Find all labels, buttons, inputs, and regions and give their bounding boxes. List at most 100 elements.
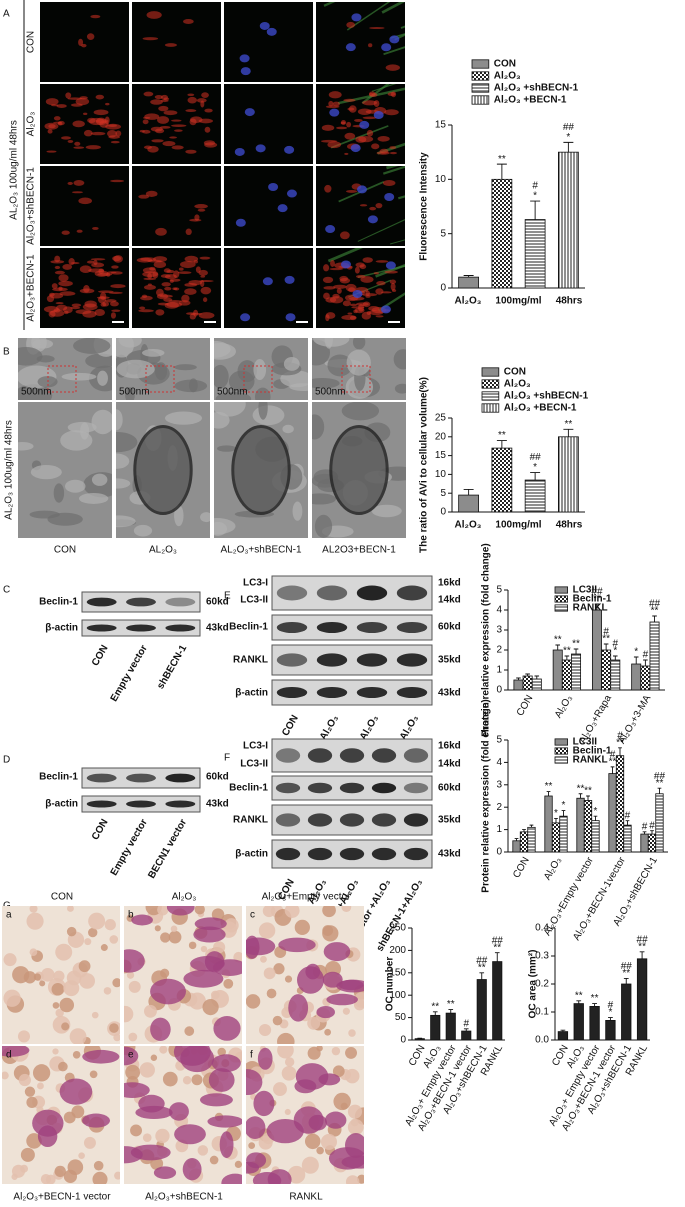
cell <box>348 1029 356 1037</box>
red-dot <box>162 140 176 147</box>
error-bar <box>652 615 657 622</box>
error-bar <box>563 141 574 153</box>
osteoclast <box>208 1068 235 1092</box>
cell <box>142 1133 152 1143</box>
kd-label: 35kd <box>438 815 461 826</box>
band <box>86 800 117 808</box>
red-dot <box>177 271 192 275</box>
y-axis-title: OC number <box>385 957 396 1012</box>
red-dot <box>200 286 212 295</box>
bar <box>445 1012 456 1041</box>
y-tick-label: 1 <box>496 665 502 676</box>
red-dot <box>143 145 153 150</box>
cell <box>342 1007 350 1015</box>
organelle <box>18 346 43 366</box>
significance: ** <box>447 999 455 1010</box>
x-tick-label: CON <box>515 693 536 718</box>
red-dot <box>340 231 350 240</box>
autophagic-vacuole <box>231 424 291 516</box>
y-axis-title: Protein relative expression (fold change… <box>481 543 492 736</box>
significance: # <box>463 1018 469 1029</box>
nucleus <box>381 43 392 52</box>
red-dot <box>349 296 365 301</box>
organelle <box>312 493 337 505</box>
organelle <box>29 510 60 519</box>
organelle <box>116 453 130 469</box>
cell <box>188 992 206 1010</box>
band <box>356 622 388 633</box>
red-dot <box>189 218 202 222</box>
organelle <box>314 514 333 538</box>
osteoclast <box>194 917 227 931</box>
cell <box>277 1032 295 1044</box>
nucleus <box>234 147 245 156</box>
legend-swatch <box>471 59 490 69</box>
cell <box>54 1165 66 1178</box>
cell <box>104 919 116 931</box>
cell <box>78 960 91 973</box>
osteoclast <box>82 1049 120 1064</box>
micrograph <box>40 248 129 328</box>
cell <box>114 1171 120 1180</box>
red-dot <box>138 194 150 199</box>
bar <box>631 663 642 691</box>
x-label: 48hrs <box>556 520 583 531</box>
organelle <box>371 504 402 518</box>
organelle <box>292 501 303 521</box>
cell <box>113 1033 120 1042</box>
bar <box>531 678 542 691</box>
red-dot <box>67 97 83 100</box>
scale-label: 500nm <box>217 387 248 398</box>
red-dot <box>90 14 101 19</box>
organelle <box>282 424 294 434</box>
bar <box>601 649 612 691</box>
scale-label: 500nm <box>315 387 346 398</box>
red-dot <box>346 121 352 128</box>
cell <box>162 1071 178 1087</box>
osteoclast <box>174 1124 206 1145</box>
red-dot <box>321 124 335 131</box>
osteoclast <box>153 1166 177 1180</box>
red-dot <box>380 291 392 294</box>
red-dot <box>106 272 111 277</box>
cell <box>154 925 161 932</box>
bar <box>524 479 546 513</box>
y-tick-label: 3 <box>496 779 502 790</box>
red-dot <box>199 256 211 260</box>
kd-label: 60kd <box>206 597 229 608</box>
red-dot <box>149 266 156 271</box>
bar <box>591 609 602 691</box>
red-dot <box>375 260 389 263</box>
red-dot <box>201 92 209 99</box>
row-label: Al₂O₃+BECN-1 <box>26 254 37 322</box>
significance: # <box>643 650 649 661</box>
kd-label: 16kd <box>438 578 461 589</box>
red-dot <box>371 143 380 150</box>
cell <box>88 912 106 930</box>
band <box>316 687 348 698</box>
bar <box>558 151 579 289</box>
red-dot <box>84 300 97 308</box>
error-bar <box>594 603 600 610</box>
organelle <box>78 493 109 504</box>
row-label: LC3-I <box>243 741 268 752</box>
error-bar <box>496 163 507 180</box>
legend-label: Al₂O₃ +shBECN-1 <box>504 391 589 402</box>
fiber <box>357 219 405 242</box>
cell <box>284 906 300 918</box>
band <box>275 813 301 827</box>
red-dot <box>164 43 177 47</box>
bar <box>583 800 593 853</box>
organelle <box>116 409 123 431</box>
red-dot <box>377 136 390 142</box>
organelle <box>174 505 184 527</box>
red-dot <box>369 206 377 211</box>
osteoclast <box>278 937 316 953</box>
bar <box>610 659 621 691</box>
organelle <box>252 405 285 426</box>
organelle <box>53 483 65 503</box>
bar <box>621 983 632 1041</box>
kd-label: 43kd <box>438 849 461 860</box>
red-dot <box>159 126 171 129</box>
band <box>371 813 397 827</box>
